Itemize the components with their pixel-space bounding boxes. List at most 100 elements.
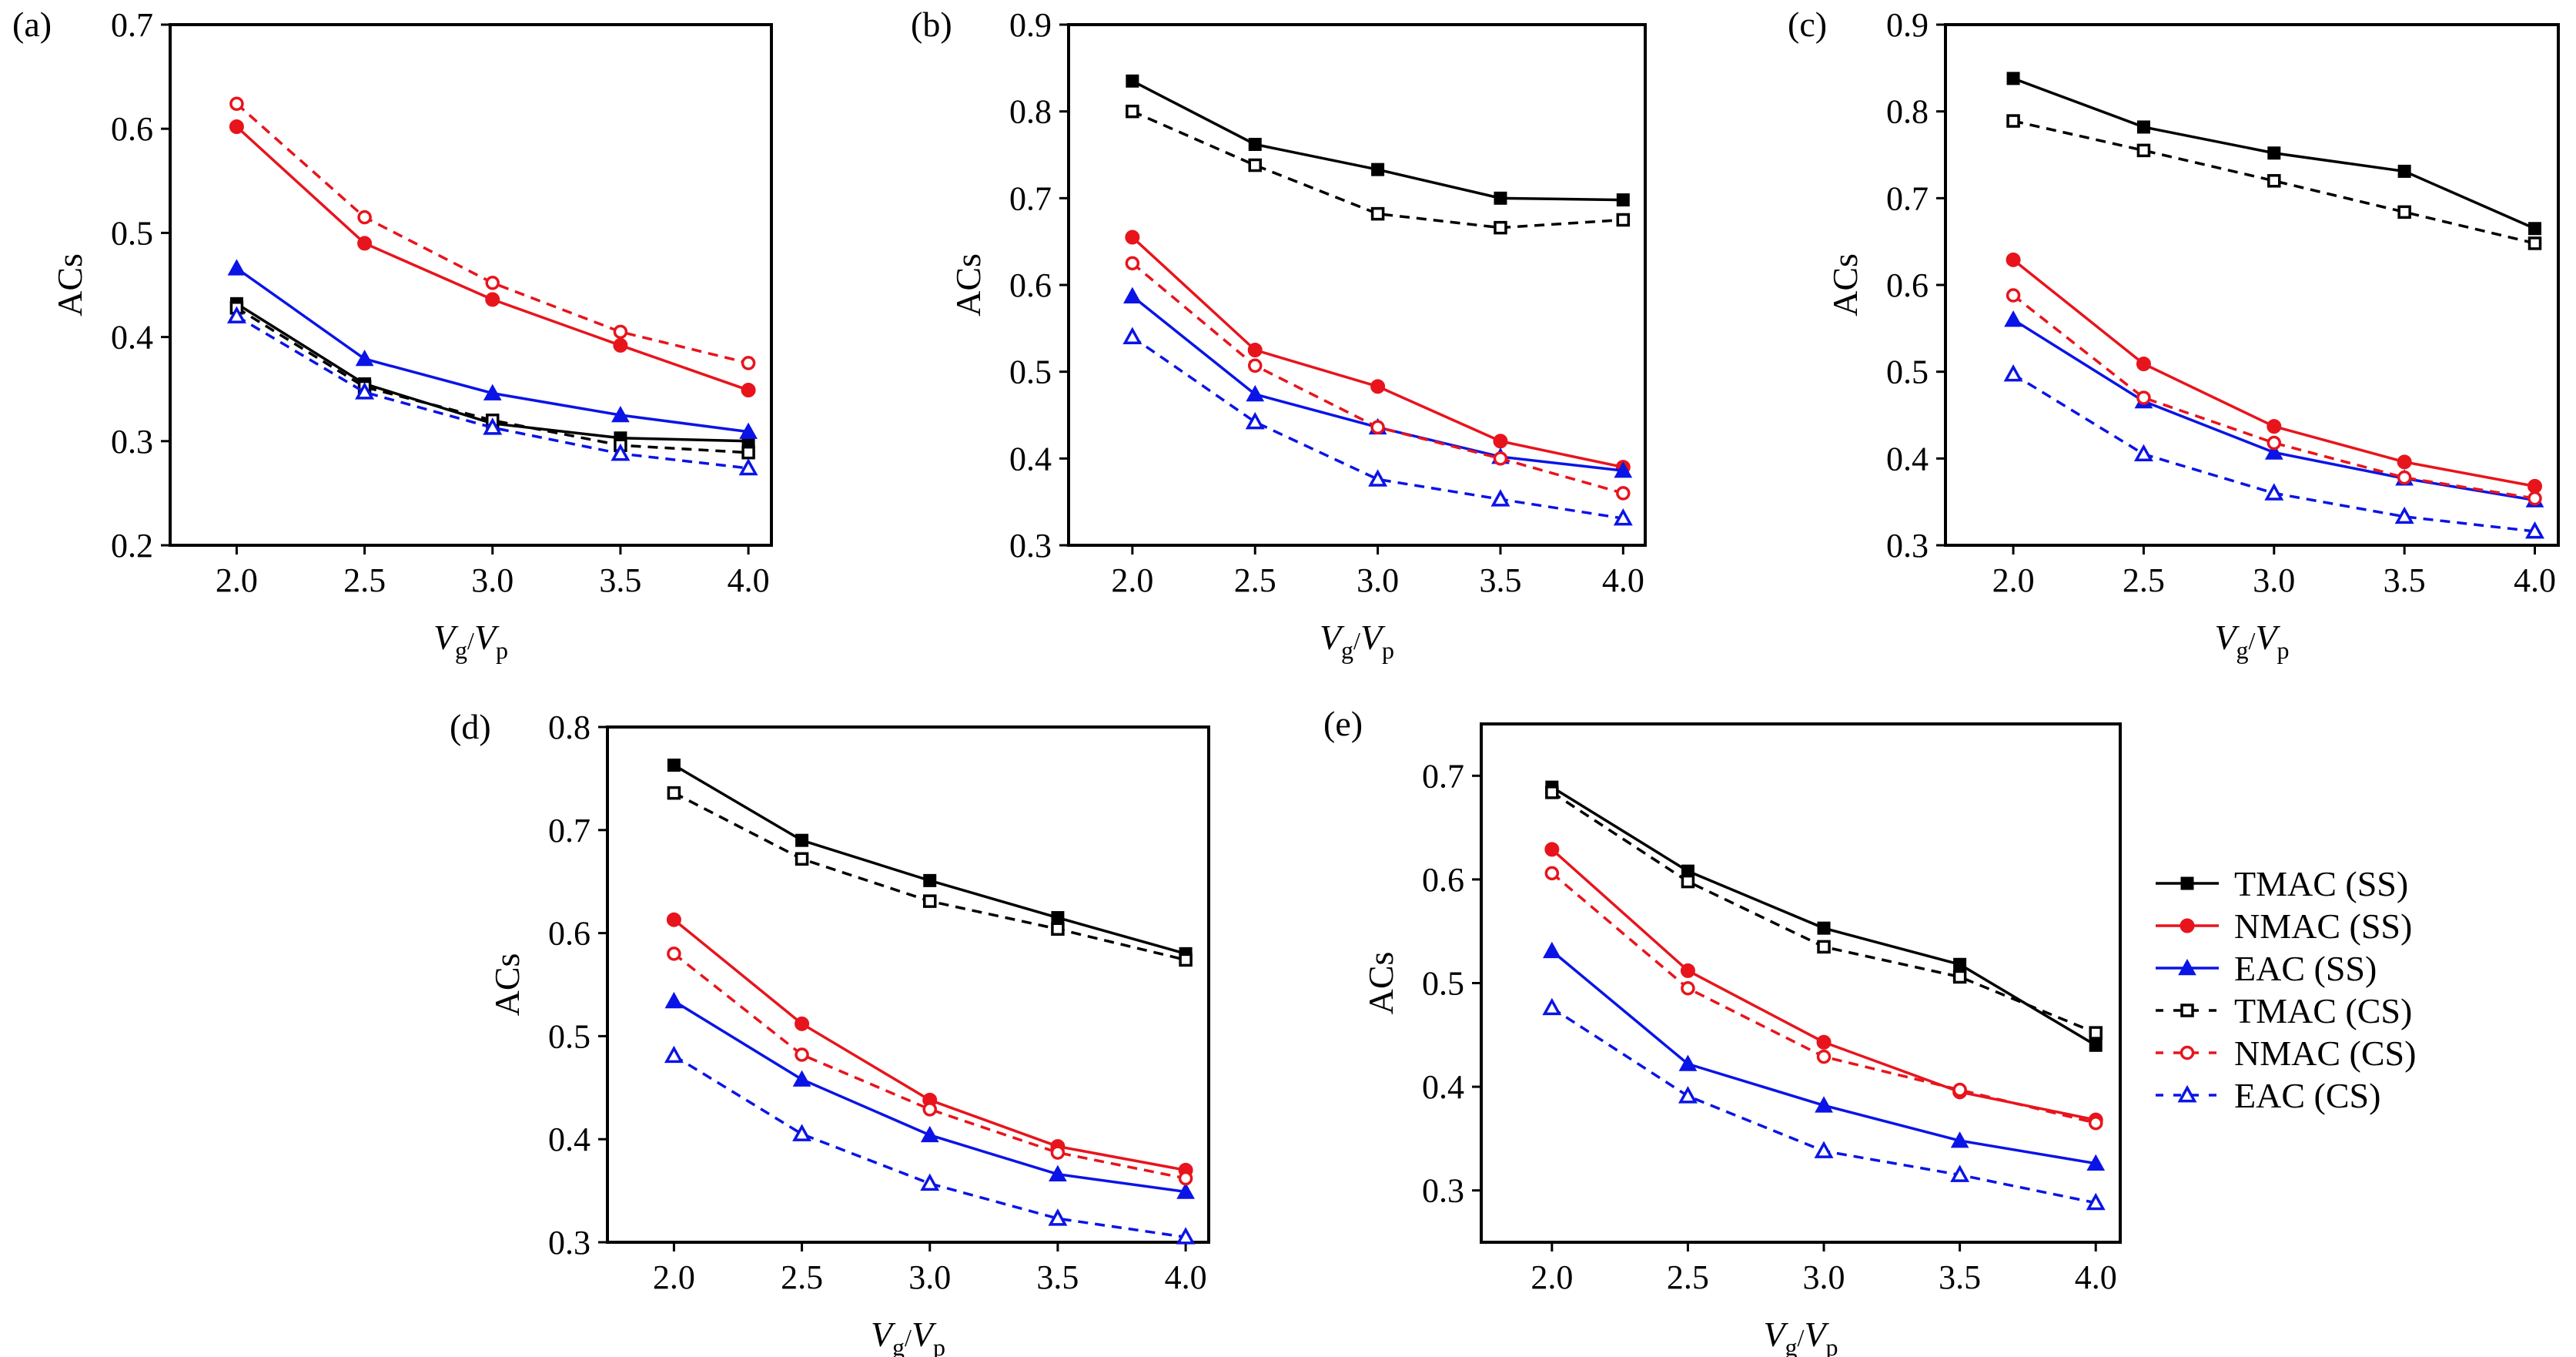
legend-marker bbox=[2180, 1004, 2194, 1017]
y-tick-label: 0.4 bbox=[548, 1121, 590, 1158]
data-point bbox=[1616, 213, 1631, 227]
series-nmac-cs bbox=[667, 947, 1193, 1186]
data-point bbox=[1176, 1182, 1195, 1199]
x-tick-label: 3.5 bbox=[599, 561, 641, 599]
x-axis-label-s2: p bbox=[1382, 636, 1394, 664]
panel-c: 2.0 2.5 3.0 3.5 4.0 0.3 0.4 0.5 0.6 0.7 0.8 0.9 (c) A… bbox=[1788, 5, 2560, 664]
panel-label: (a) bbox=[12, 5, 52, 44]
y-tick-label: 0.8 bbox=[548, 709, 590, 746]
data-point bbox=[738, 457, 758, 476]
y-tick-label: 0.5 bbox=[548, 1017, 590, 1055]
data-point bbox=[1814, 1141, 1834, 1158]
data-point bbox=[1613, 508, 1633, 526]
data-point bbox=[2004, 310, 2022, 327]
data-point bbox=[613, 324, 628, 340]
series-nmac-ss bbox=[229, 119, 756, 398]
y-tick-label: 0.4 bbox=[1422, 1068, 1464, 1106]
y-tick-label: 0.3 bbox=[1009, 527, 1052, 565]
x-axis-label-v1: V bbox=[871, 1315, 896, 1354]
y-tick-label: 0.5 bbox=[1009, 353, 1052, 391]
y-tick-label: 0.9 bbox=[1886, 6, 1929, 44]
data-point bbox=[922, 1102, 937, 1117]
x-axis-label-s2: p bbox=[933, 1333, 945, 1357]
panel-label: (b) bbox=[911, 5, 952, 44]
data-point bbox=[1544, 842, 1560, 857]
data-point bbox=[920, 1125, 939, 1143]
y-tick-label: 0.6 bbox=[111, 110, 153, 148]
data-point bbox=[1248, 137, 1262, 151]
series-tmac-ss bbox=[667, 759, 1193, 960]
data-point bbox=[1953, 957, 1967, 971]
data-point bbox=[613, 337, 628, 353]
y-axis-label: ACs bbox=[1361, 952, 1400, 1015]
x-tick-label: 4.0 bbox=[2514, 561, 2556, 599]
data-point bbox=[2397, 470, 2412, 485]
series-tmac-ss bbox=[2006, 72, 2542, 236]
data-point bbox=[1542, 941, 1561, 959]
y-tick-label: 0.8 bbox=[1009, 93, 1052, 131]
panel-b: 2.0 2.5 3.0 3.5 4.0 0.3 0.4 0.5 0.6 0.7 0.8 0.9 (b) A… bbox=[911, 5, 1647, 664]
data-point bbox=[1950, 1131, 1969, 1148]
y-tick-label: 0.5 bbox=[1886, 353, 1929, 391]
data-point bbox=[227, 259, 246, 276]
data-point bbox=[2267, 435, 2282, 451]
series-tmac-ss bbox=[1126, 74, 1630, 207]
data-point bbox=[483, 417, 503, 435]
plot-frame bbox=[1067, 23, 1647, 547]
data-point bbox=[2133, 444, 2153, 462]
x-tick-label: 3.5 bbox=[2384, 561, 2426, 599]
data-point bbox=[1125, 230, 1140, 245]
x-tick-label: 2.5 bbox=[2123, 561, 2165, 599]
data-point bbox=[1544, 866, 1560, 881]
y-axis-label: ACs bbox=[1825, 253, 1865, 317]
series-line bbox=[2012, 294, 2535, 500]
x-axis-label-s1: g bbox=[1785, 1333, 1798, 1357]
y-tick-label: 0.8 bbox=[1886, 93, 1929, 131]
y-tick-label: 0.4 bbox=[1009, 440, 1052, 477]
data-point bbox=[1952, 1082, 1967, 1097]
series-eac-ss bbox=[664, 991, 1195, 1199]
y-tick-label: 0.4 bbox=[1886, 440, 1929, 477]
data-point bbox=[1950, 1164, 1970, 1182]
x-axis-label: Vg/Vp bbox=[871, 1315, 945, 1357]
data-point bbox=[1178, 1171, 1193, 1186]
data-point bbox=[1368, 469, 1388, 487]
series-line bbox=[1132, 79, 1624, 202]
data-point bbox=[2089, 1038, 2103, 1052]
data-point bbox=[2086, 1192, 2106, 1211]
data-point bbox=[2136, 120, 2150, 134]
y-tick-label: 0.9 bbox=[1009, 6, 1052, 44]
y-tick-label: 0.6 bbox=[548, 915, 590, 953]
data-point bbox=[667, 947, 681, 961]
y-axis-label: ACs bbox=[487, 953, 527, 1017]
data-point bbox=[667, 759, 681, 772]
data-point bbox=[1542, 997, 1562, 1016]
x-axis-label: Vg/Vp bbox=[1763, 1315, 1838, 1357]
data-point bbox=[2397, 454, 2412, 470]
y-tick-label: 0.6 bbox=[1422, 861, 1464, 899]
data-point bbox=[920, 1173, 940, 1191]
data-point bbox=[792, 1124, 812, 1141]
x-axis-label-v2: V bbox=[2255, 618, 2280, 657]
x-axis-label-v1: V bbox=[1320, 618, 1345, 657]
data-point bbox=[1247, 358, 1263, 374]
data-point bbox=[2267, 419, 2282, 434]
data-point bbox=[2394, 506, 2414, 524]
data-point bbox=[1816, 1034, 1832, 1050]
legend-entry: TMAC (CS) bbox=[2156, 991, 2412, 1030]
data-point bbox=[1123, 286, 1142, 303]
data-point bbox=[357, 236, 373, 251]
legend-marker bbox=[2180, 876, 2194, 890]
data-point bbox=[1678, 1054, 1698, 1071]
series-eac-ss bbox=[227, 259, 758, 439]
x-axis-label-s2: p bbox=[2277, 636, 2290, 664]
y-tick-label: 0.5 bbox=[1422, 965, 1464, 1003]
series-eac-cs bbox=[226, 306, 758, 476]
x-tick-label: 2.0 bbox=[216, 561, 258, 599]
legend-label: TMAC (SS) bbox=[2234, 864, 2408, 903]
data-point bbox=[1051, 922, 1065, 936]
x-axis-label-sep: / bbox=[1798, 1324, 1805, 1352]
legend-marker bbox=[2180, 918, 2195, 933]
series-line bbox=[673, 763, 1186, 956]
panel-a: 2.0 2.5 3.0 3.5 4.0 0.2 0.3 0.4 0.5 0.6 0.7 (a) ACs V… bbox=[12, 5, 773, 664]
